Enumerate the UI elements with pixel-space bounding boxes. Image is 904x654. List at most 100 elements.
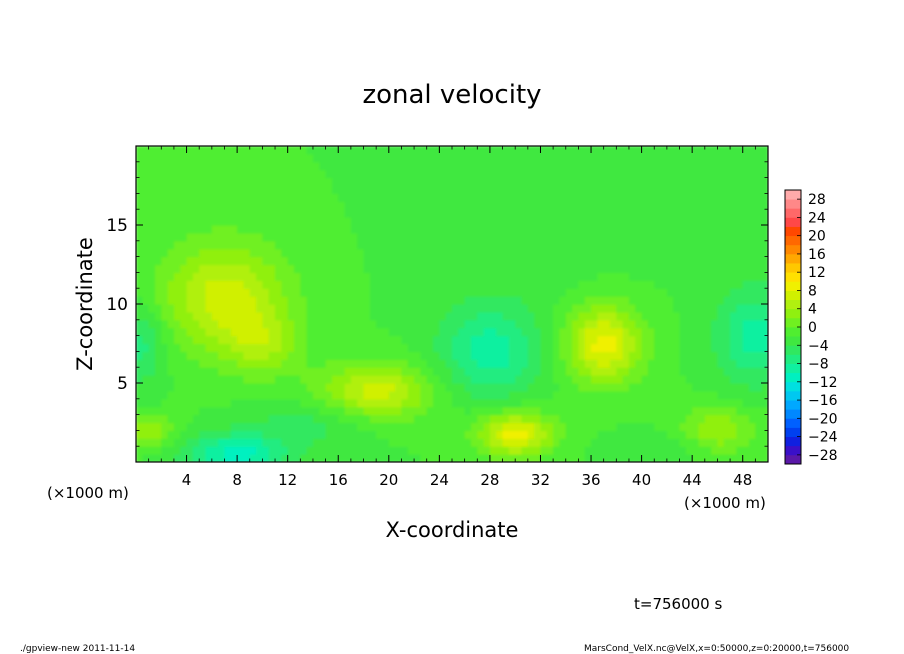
field-cell [673,454,681,462]
field-cell [749,225,756,234]
field-cell [698,438,706,447]
field-cell [237,153,245,163]
field-cell [180,343,188,352]
colorbar-swatch [785,400,801,410]
field-cell [679,390,687,400]
field-cell [527,296,535,305]
field-cell [578,438,586,447]
field-cell [685,327,693,337]
field-cell [628,296,636,305]
field-cell [300,335,308,345]
field-cell [306,414,314,424]
field-cell [205,422,213,431]
field-cell [154,177,162,187]
field-cell [755,201,763,210]
field-cell [723,264,731,273]
field-cell [565,414,573,424]
field-cell [458,232,466,242]
field-cell [262,185,270,194]
field-cell [224,217,232,226]
field-cell [180,201,188,210]
field-cell [136,296,143,305]
field-cell [749,343,756,352]
field-cell [628,146,636,155]
field-cell [433,390,440,400]
field-cell [730,446,737,455]
colorbar-swatch [785,390,801,401]
field-cell [470,311,478,321]
field-cell [407,185,415,194]
field-cell [243,390,251,400]
field-cell [180,177,188,187]
field-cell [382,280,390,289]
field-cell [294,438,301,447]
field-cell [199,272,207,281]
field-cell [502,193,510,202]
field-cell [401,390,409,400]
field-cell [597,311,605,321]
field-cell [521,272,529,281]
field-cell [369,335,377,345]
field-cell [287,406,295,416]
field-cell [628,153,636,163]
field-cell [433,398,440,408]
field-cell [749,414,756,424]
field-cell [306,359,314,368]
field-cell [704,343,712,352]
field-cell [559,343,567,352]
field-cell [407,406,415,416]
field-cell [369,367,377,376]
field-cell [414,359,421,368]
field-cell [350,264,358,273]
field-cell [597,359,605,368]
field-cell [610,311,617,321]
field-cell [401,256,409,266]
field-cell [420,311,428,321]
field-cell [186,232,194,242]
field-cell [224,351,232,360]
field-cell [534,288,542,297]
field-cell [578,296,586,305]
field-cell [344,304,352,313]
field-cell [211,327,219,337]
field-cell [647,375,655,384]
field-cell [698,146,706,155]
field-cell [401,414,409,424]
field-cell [388,280,396,289]
field-cell [306,153,314,163]
field-cell [521,264,529,273]
field-cell [262,359,270,368]
field-cell [470,446,478,455]
field-cell [477,177,485,187]
field-cell [287,319,295,329]
field-cell [572,146,579,155]
field-cell [262,153,270,163]
field-cell [287,383,295,392]
field-cell [230,398,238,408]
field-cell [597,414,605,424]
field-cell [679,438,687,447]
field-cell [199,240,207,250]
field-cell [572,398,579,408]
field-cell [597,161,605,171]
field-cell [426,430,434,439]
field-cell [673,390,681,400]
field-cell [249,201,257,210]
field-cell [243,359,251,368]
field-cell [660,327,668,337]
field-cell [742,398,750,408]
field-cell [452,153,459,163]
field-cell [148,177,156,187]
field-cell [205,438,213,447]
field-cell [382,406,390,416]
field-cell [704,335,712,345]
field-cell [192,177,200,187]
field-cell [401,177,409,187]
field-cell [761,304,768,313]
field-cell [628,390,636,400]
field-cell [205,225,213,234]
field-cell [312,225,320,234]
field-cell [553,414,561,424]
field-cell [414,161,421,171]
field-cell [268,367,276,376]
